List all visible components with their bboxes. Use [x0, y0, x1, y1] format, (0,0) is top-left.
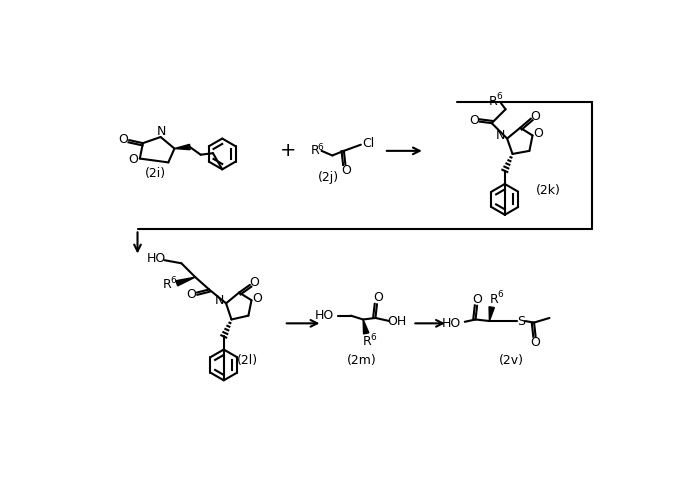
Text: N: N	[156, 125, 166, 138]
Text: HO: HO	[441, 317, 460, 330]
Text: N: N	[495, 129, 505, 142]
Text: OH: OH	[388, 316, 407, 328]
Polygon shape	[176, 277, 196, 286]
Text: R: R	[489, 293, 498, 306]
Text: 6: 6	[497, 92, 502, 102]
Text: (2m): (2m)	[346, 354, 377, 367]
Text: O: O	[341, 164, 351, 177]
Text: N: N	[215, 294, 224, 306]
Text: +: +	[279, 142, 296, 161]
Polygon shape	[489, 306, 495, 321]
Text: Cl: Cl	[362, 136, 375, 149]
Text: O: O	[187, 288, 196, 300]
Text: O: O	[531, 336, 541, 349]
Polygon shape	[174, 144, 190, 150]
Text: O: O	[534, 128, 543, 140]
Text: HO: HO	[315, 309, 334, 322]
Text: O: O	[119, 133, 128, 146]
Text: 6: 6	[371, 332, 377, 342]
Text: (2j): (2j)	[318, 170, 339, 183]
Text: R: R	[363, 334, 372, 347]
Text: O: O	[129, 153, 139, 166]
Text: O: O	[252, 292, 263, 305]
Text: HO: HO	[147, 252, 167, 265]
Text: (2l): (2l)	[237, 354, 258, 367]
Text: (2v): (2v)	[499, 354, 523, 367]
Text: O: O	[250, 276, 259, 289]
Text: O: O	[469, 114, 479, 128]
Text: S: S	[517, 314, 525, 328]
Text: 6: 6	[497, 290, 503, 300]
Text: R: R	[311, 144, 320, 158]
Polygon shape	[363, 320, 369, 334]
Text: R: R	[488, 95, 497, 108]
Text: (2i): (2i)	[145, 168, 166, 180]
Text: O: O	[372, 292, 383, 304]
Text: O: O	[472, 293, 482, 306]
Text: R: R	[163, 278, 172, 291]
Text: 6: 6	[171, 276, 176, 284]
Text: (2k): (2k)	[536, 184, 560, 198]
Text: O: O	[531, 110, 541, 122]
Text: 6: 6	[318, 142, 323, 152]
